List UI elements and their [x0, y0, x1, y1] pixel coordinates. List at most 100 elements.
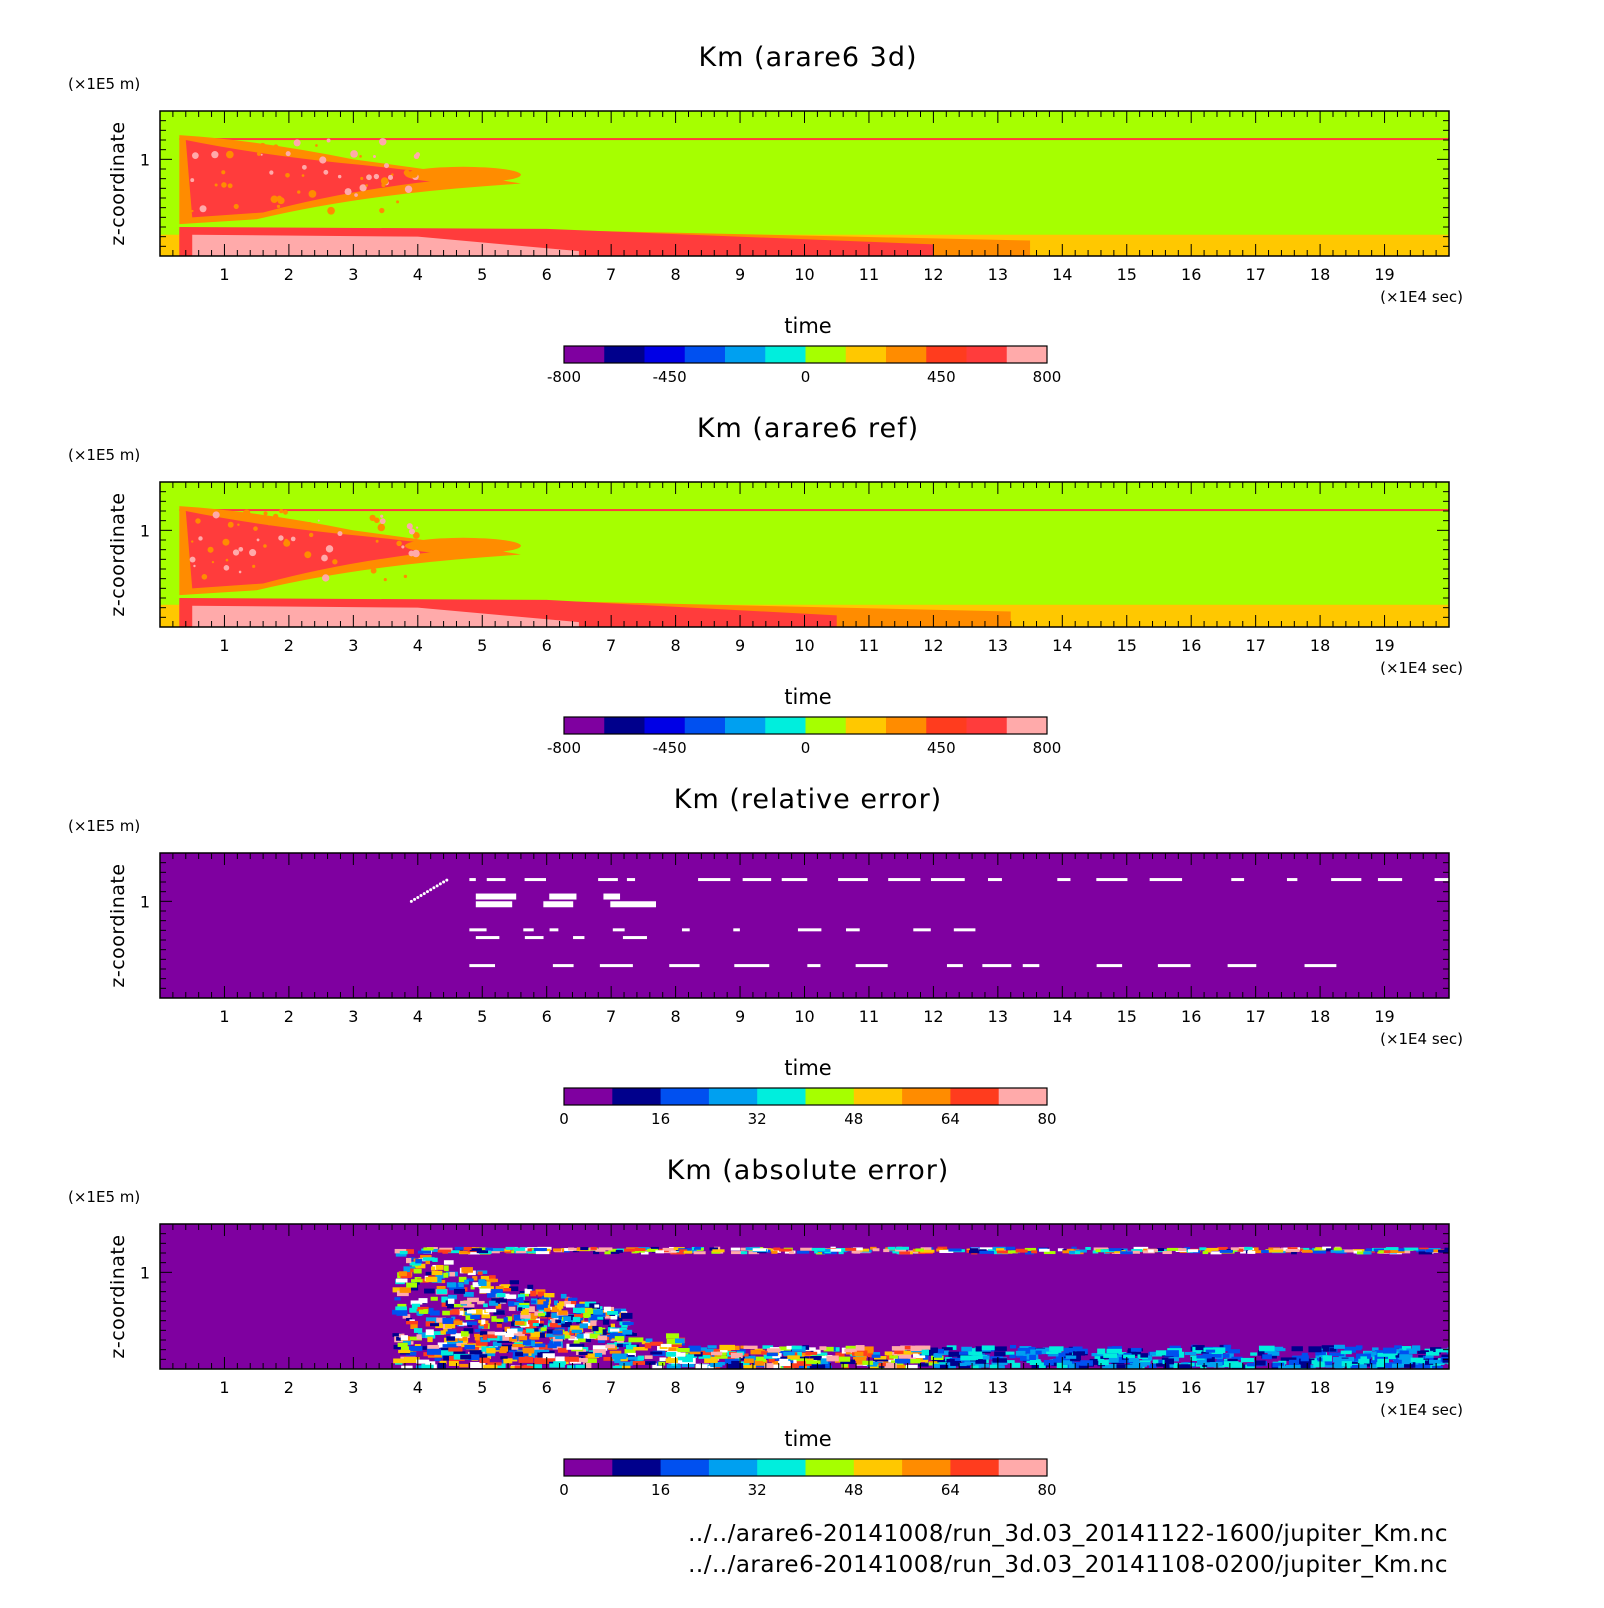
field-abs-plume: [415, 1263, 426, 1269]
colorbar-swatch: [1006, 346, 1048, 363]
field-abs-patch: [612, 1365, 622, 1369]
field-abs-upper: [439, 1247, 453, 1251]
colorbar-tick-label: -450: [653, 368, 687, 386]
field-abs-upper: [1126, 1250, 1140, 1254]
field-error-patch: [469, 878, 476, 882]
field-abs-patch: [515, 1352, 524, 1357]
field-abs-plume: [587, 1323, 596, 1329]
field-abs-patch: [1125, 1364, 1133, 1369]
field-abs-plume: [417, 1306, 429, 1313]
field-abs-upper: [477, 1247, 487, 1251]
field-speckle: [382, 559, 387, 564]
x-tick-label: 8: [671, 265, 681, 284]
field-error-dot: [438, 882, 442, 886]
field-abs-plume: [467, 1270, 476, 1276]
field-speckle: [381, 183, 386, 188]
x-tick-label: 7: [606, 1378, 616, 1397]
field-abs-patch: [460, 1354, 472, 1360]
field-abs-patch: [666, 1333, 680, 1339]
colorbar-tick-label: 80: [1037, 1110, 1056, 1128]
field-speckle: [199, 205, 207, 213]
field-abs-patch: [933, 1353, 943, 1358]
field-speckle: [412, 549, 420, 558]
field-abs-patch: [946, 1364, 956, 1369]
field-abs-patch: [619, 1361, 633, 1366]
x-tick-label: 1: [219, 1378, 229, 1397]
field-speckle: [317, 519, 320, 522]
field-abs-plume: [460, 1300, 471, 1305]
colorbar-swatch: [725, 346, 766, 363]
field-speckle: [191, 540, 194, 543]
field-abs-patch: [1329, 1352, 1345, 1357]
colorbar-tick-label: 32: [748, 1110, 767, 1128]
field-abs-plume: [570, 1299, 577, 1306]
field-abs-plume: [481, 1319, 486, 1325]
field-abs-patch: [644, 1355, 653, 1359]
x-tick-label: 10: [794, 265, 814, 284]
field-abs-patch: [500, 1356, 508, 1360]
field-abs-patch: [1196, 1359, 1210, 1366]
field-abs-patch: [750, 1349, 765, 1355]
field-abs-upper: [526, 1248, 532, 1252]
field-abs-plume: [465, 1314, 475, 1320]
field-abs-plume: [470, 1314, 480, 1320]
field-abs-plume: [474, 1333, 483, 1338]
field-abs-plume: [496, 1292, 506, 1298]
field-abs-plume: [509, 1336, 518, 1342]
field-abs-plume: [573, 1307, 585, 1314]
field-abs-patch: [426, 1348, 442, 1355]
x-tick-label: 3: [348, 1378, 358, 1397]
x-axis-label: time: [784, 314, 831, 338]
x-tick-label: 16: [1181, 1007, 1201, 1026]
field-abs-patch: [1300, 1355, 1309, 1362]
field-speckle: [321, 554, 328, 562]
field-abs-patch: [1399, 1354, 1413, 1360]
field-abs-upper: [814, 1250, 821, 1254]
field-abs-patch: [1219, 1353, 1230, 1358]
field-abs-plume: [607, 1306, 615, 1312]
field-abs-plume: [460, 1331, 469, 1337]
x-tick-label: 16: [1181, 265, 1201, 284]
field-abs-patch: [766, 1352, 778, 1357]
field-abs-patch: [512, 1343, 524, 1348]
x-tick-label: 5: [477, 265, 487, 284]
field-abs-patch: [1273, 1346, 1284, 1351]
field-abs-patch: [927, 1347, 939, 1352]
field-speckle: [375, 539, 379, 543]
x-tick-label: 17: [1245, 265, 1265, 284]
y-axis-label: z-coordinate: [107, 1234, 129, 1358]
field-abs-plume: [466, 1278, 474, 1282]
field-speckle: [372, 155, 376, 159]
field-abs-plume: [548, 1313, 554, 1320]
field-error-patch: [549, 928, 559, 932]
field-abs-plume: [446, 1336, 456, 1341]
field-abs-patch: [1177, 1364, 1191, 1369]
field-abs-upper: [1342, 1249, 1354, 1253]
field-abs-patch: [1442, 1358, 1449, 1363]
field-abs-plume: [527, 1284, 534, 1290]
y-tick-label: 1: [140, 521, 150, 540]
field-abs-plume: [449, 1272, 456, 1277]
field-error-patch: [781, 878, 808, 882]
field-abs-patch: [469, 1350, 483, 1355]
field-abs-plume: [560, 1293, 567, 1299]
field-abs-plume: [400, 1335, 408, 1341]
colorbar-swatch: [644, 717, 686, 734]
field-abs-patch: [992, 1358, 1007, 1363]
field-abs-patch: [555, 1356, 565, 1363]
field-abs-upper: [1380, 1250, 1391, 1254]
field-abs-plume: [532, 1328, 539, 1333]
field-abs-patch: [1184, 1351, 1197, 1356]
field-abs-patch: [458, 1336, 468, 1341]
field-abs-plume: [590, 1320, 597, 1326]
field-abs-plume: [458, 1276, 467, 1283]
field-abs-patch: [786, 1345, 796, 1350]
field-abs-patch: [779, 1348, 792, 1355]
field-plume-red: [185, 140, 457, 218]
field-speckle: [359, 184, 367, 192]
field-abs-patch: [941, 1347, 953, 1351]
field-speckle: [344, 188, 352, 196]
field-abs-plume: [406, 1257, 412, 1264]
field-abs-patch: [1136, 1362, 1150, 1366]
field-abs-patch: [1029, 1359, 1041, 1364]
